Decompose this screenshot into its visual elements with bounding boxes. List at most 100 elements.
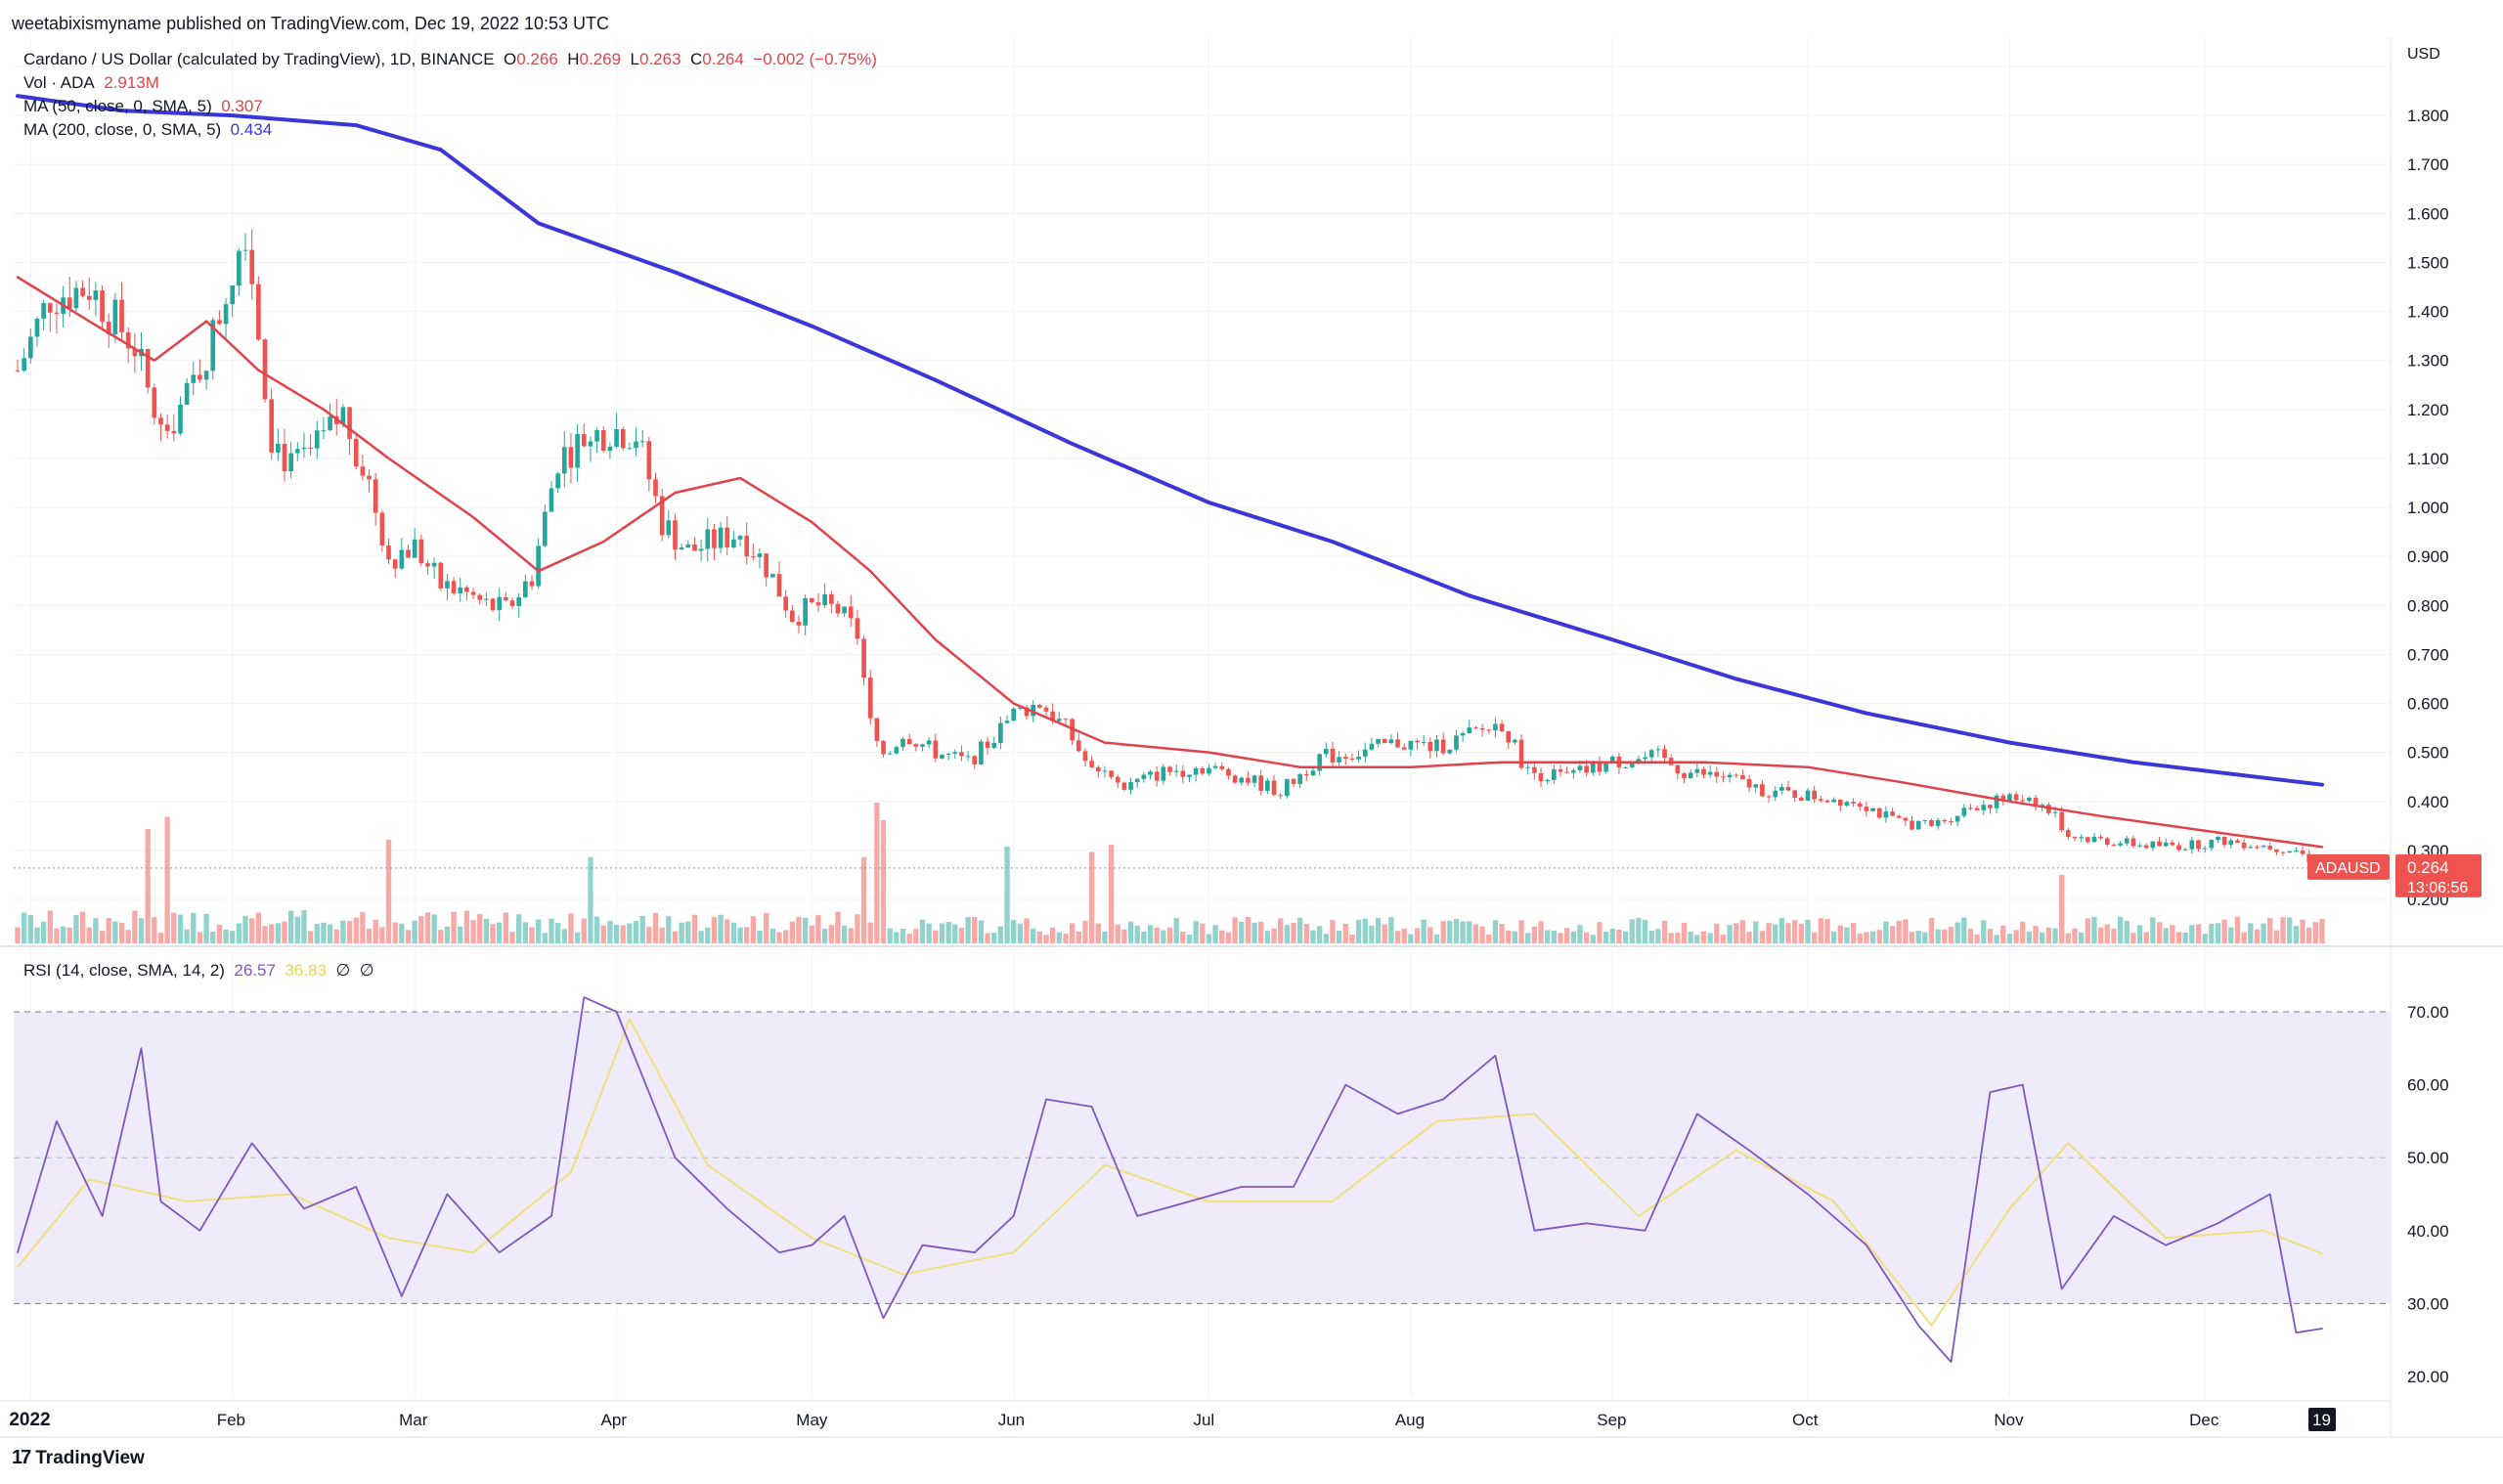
candle-body	[673, 520, 678, 550]
volume-bar	[2143, 932, 2149, 943]
volume-bar	[1291, 923, 1296, 943]
volume-bar	[2059, 874, 2065, 943]
candle-body	[516, 597, 522, 606]
volume-bar	[1004, 847, 1010, 943]
volume-bar	[2293, 926, 2300, 943]
volume-bar	[1284, 925, 1291, 943]
volume-bar	[1349, 935, 1355, 943]
ma50-legend: MA (50, close, 0, SMA, 5) 0.307	[23, 97, 263, 116]
volume-bar	[737, 927, 743, 943]
volume-bar	[672, 931, 679, 943]
price-tick-label: 0.600	[2407, 695, 2449, 714]
volume-bar	[1492, 920, 1499, 943]
candle-body	[2274, 849, 2279, 852]
candle-body	[998, 722, 1003, 743]
volume-bar	[1636, 917, 1642, 943]
candle-body	[2202, 848, 2208, 850]
volume-bar	[1076, 931, 1081, 943]
volume-bar	[1173, 917, 1179, 943]
price-tag-value: 0.264	[2407, 858, 2449, 877]
volume-bar	[1239, 921, 1245, 943]
candle-body	[1629, 763, 1635, 767]
candle-body	[1297, 773, 1302, 784]
candle-body	[2052, 811, 2058, 813]
volume-bar	[1675, 932, 1681, 943]
candle-body	[2189, 840, 2195, 850]
volume-bar	[379, 927, 385, 943]
candle-body	[731, 539, 736, 548]
candle-body	[217, 320, 222, 325]
volume-bar	[627, 923, 633, 943]
volume-bar	[997, 926, 1004, 943]
volume-bar	[542, 933, 548, 943]
candle-body	[705, 529, 711, 549]
candle-body	[1954, 815, 1960, 822]
candle-body	[93, 290, 99, 300]
candle-body	[2248, 847, 2254, 849]
volume-bar	[197, 932, 203, 943]
candle-body	[965, 756, 971, 758]
candle-body	[639, 441, 645, 443]
volume-bar	[769, 928, 776, 943]
volume-bar	[764, 912, 769, 943]
candle-body	[230, 284, 236, 305]
volume-bar	[1088, 851, 1095, 943]
candle-body	[848, 606, 854, 619]
candle-body	[294, 449, 300, 454]
candle-body	[1558, 768, 1563, 772]
candle-body	[242, 249, 248, 251]
time-tick-label: Jul	[1193, 1411, 1214, 1429]
volume-bar	[874, 803, 880, 943]
candle-body	[1382, 738, 1387, 744]
volume-bar	[157, 933, 164, 943]
candle-body	[112, 299, 118, 335]
volume-bar	[118, 922, 125, 943]
candle-body	[301, 447, 307, 450]
candle-body	[171, 430, 177, 434]
candle-body	[1089, 761, 1094, 767]
volume-bar	[418, 916, 424, 943]
price-axis-currency: USD	[2407, 46, 2440, 63]
candle-body	[1342, 757, 1348, 760]
candle-body	[2130, 838, 2136, 847]
volume-bar	[1850, 923, 1857, 943]
volume-bar	[2319, 918, 2325, 943]
time-tick-label: 19	[2312, 1411, 2331, 1429]
candle-body	[776, 574, 782, 597]
candle-body	[41, 303, 46, 320]
volume-bar	[458, 926, 463, 943]
volume-bar	[2287, 917, 2293, 943]
candle-body	[1362, 749, 1368, 757]
volume-bar	[132, 910, 138, 943]
candle-body	[2280, 851, 2286, 853]
volume-bar	[2215, 923, 2221, 943]
volume-bar	[1154, 927, 1160, 943]
candle-body	[2085, 837, 2090, 843]
volume-bar	[1499, 924, 1505, 943]
candle-body	[1851, 802, 1856, 804]
price-tick-label: 1.100	[2407, 450, 2449, 468]
volume-bar	[2065, 933, 2071, 943]
volume-bar	[783, 930, 789, 943]
volume-bar	[353, 917, 359, 943]
volume-bar	[106, 918, 111, 943]
candle-body	[1701, 768, 1706, 775]
candle-body	[1766, 796, 1772, 798]
candle-body	[80, 287, 85, 296]
volume-bar	[1753, 921, 1759, 943]
volume-bar	[705, 927, 711, 943]
volume-bar	[1225, 932, 1232, 943]
tradingview-logo[interactable]: 17 TradingView	[12, 1447, 145, 1469]
candle-body	[1076, 740, 1081, 752]
volume-bar	[1668, 933, 1674, 943]
ma200-value: 0.434	[230, 120, 273, 139]
volume-bar	[725, 919, 730, 943]
volume-bar	[554, 923, 561, 943]
candle-body	[425, 563, 430, 567]
volume-bar	[2254, 929, 2261, 943]
candle-body	[1134, 778, 1140, 783]
candle-body	[867, 677, 873, 719]
volume-bar	[2300, 919, 2305, 943]
volume-bar	[1974, 934, 1980, 943]
tradingview-mark-icon: 17	[12, 1447, 31, 1468]
